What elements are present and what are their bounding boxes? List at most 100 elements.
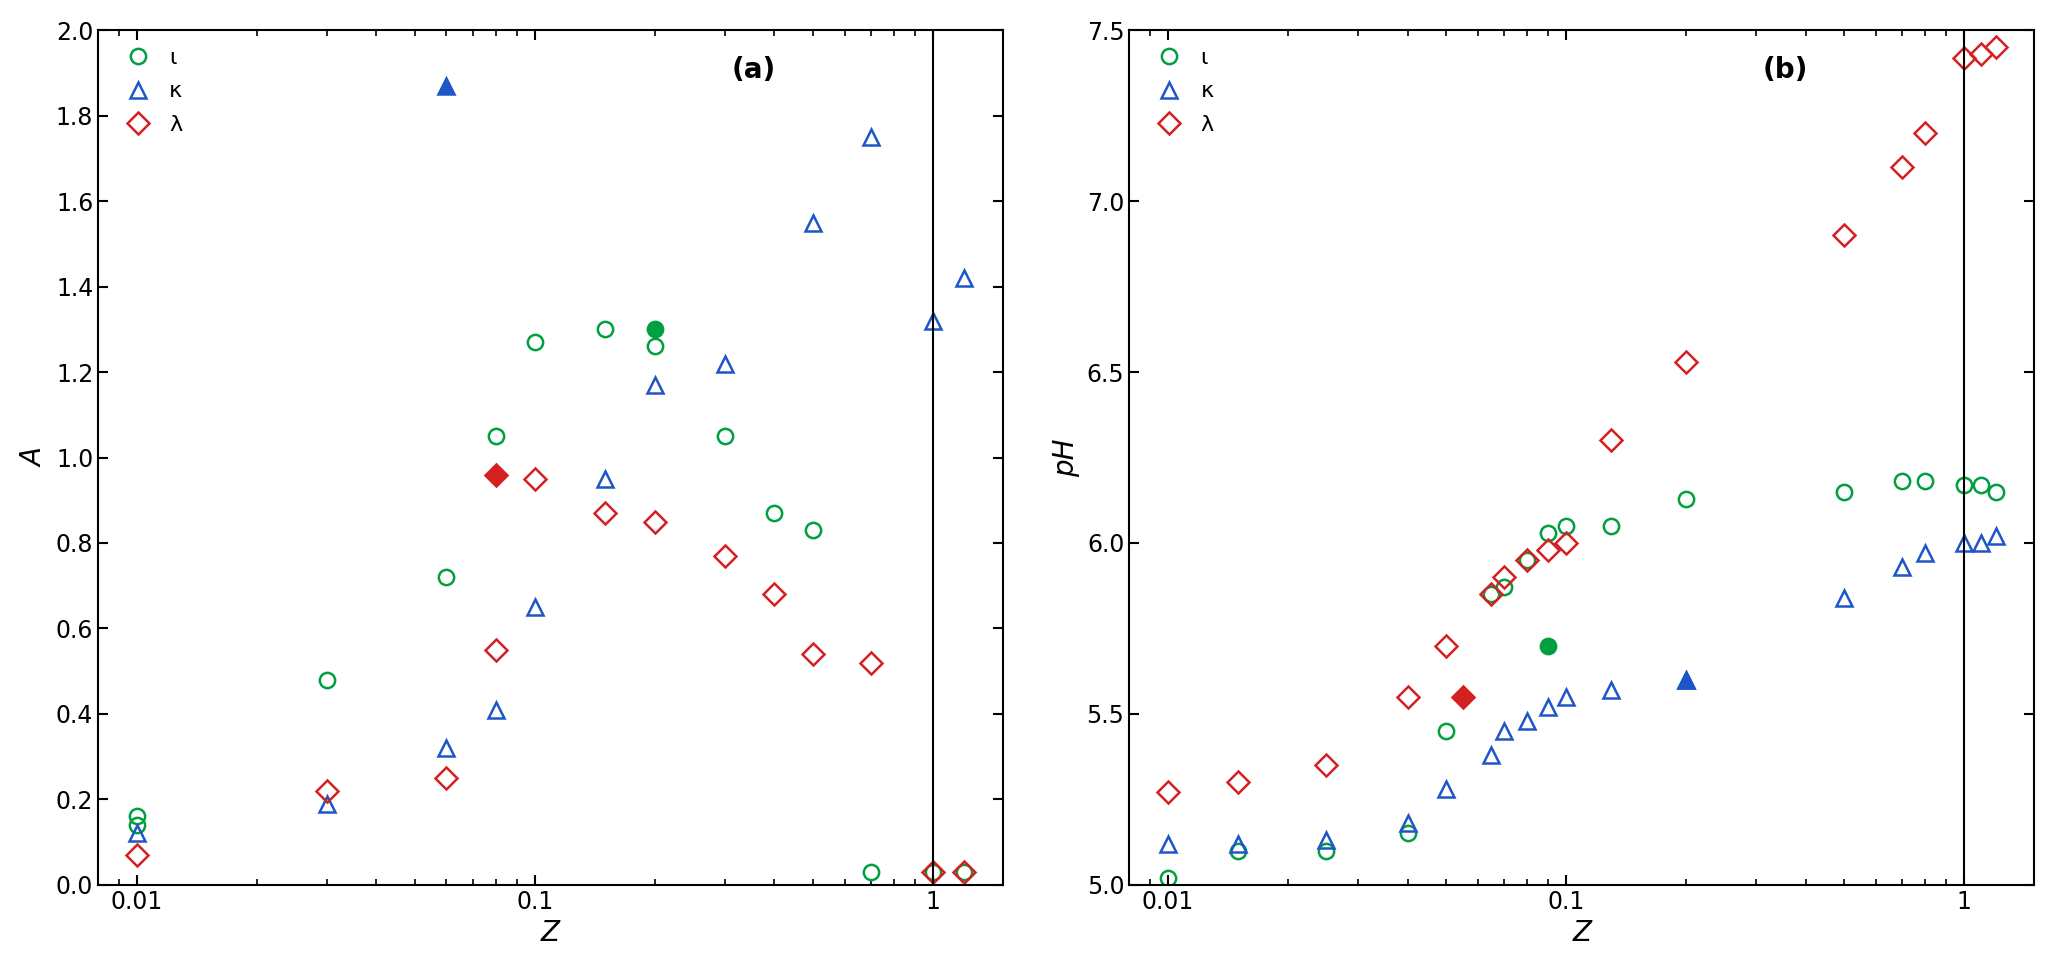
λ	[1952, 52, 1977, 64]
κ	[1913, 548, 1938, 560]
ι	[483, 431, 508, 442]
κ	[1395, 817, 1420, 829]
ι	[125, 819, 150, 831]
X-axis label: Z: Z	[1572, 920, 1591, 947]
ι	[522, 337, 547, 348]
ι	[1515, 555, 1539, 566]
κ	[643, 379, 668, 391]
κ	[1535, 701, 1560, 712]
λ	[1983, 42, 2008, 53]
λ	[1599, 435, 1623, 446]
κ	[314, 798, 339, 809]
λ	[434, 772, 458, 784]
κ	[1831, 591, 1856, 603]
Line: λ: λ	[129, 471, 972, 880]
Legend: ι, κ, λ: ι, κ, λ	[1141, 42, 1221, 141]
κ	[434, 742, 458, 754]
λ	[1480, 589, 1504, 600]
κ	[1983, 530, 2008, 542]
λ	[951, 866, 976, 878]
λ	[1492, 571, 1517, 583]
ι	[1480, 589, 1504, 600]
ι	[859, 866, 884, 878]
λ	[1673, 356, 1697, 368]
ι	[1831, 486, 1856, 498]
ι	[951, 866, 976, 878]
ι	[1535, 527, 1560, 538]
λ	[522, 473, 547, 485]
κ	[522, 601, 547, 613]
λ	[762, 589, 787, 600]
λ	[125, 849, 150, 861]
κ	[1599, 684, 1623, 696]
κ	[483, 704, 508, 715]
ι	[713, 431, 738, 442]
ι	[592, 323, 616, 335]
Text: (a): (a)	[732, 56, 777, 84]
λ	[921, 866, 945, 878]
λ	[314, 785, 339, 797]
ι	[1313, 845, 1338, 857]
Line: λ: λ	[1161, 40, 2004, 801]
κ	[1225, 838, 1249, 850]
Line: ι: ι	[1161, 473, 2004, 886]
ι	[125, 810, 150, 822]
λ	[1831, 229, 1856, 241]
ι	[643, 341, 668, 352]
κ	[1155, 838, 1180, 850]
Text: (b): (b)	[1763, 56, 1808, 84]
λ	[1155, 787, 1180, 799]
X-axis label: Z: Z	[540, 920, 561, 947]
ι	[434, 571, 458, 583]
κ	[1891, 561, 1915, 573]
ι	[762, 507, 787, 519]
Legend: ι, κ, λ: ι, κ, λ	[109, 42, 189, 141]
κ	[951, 272, 976, 284]
ι	[1952, 479, 1977, 491]
ι	[1913, 475, 1938, 487]
Line: ι: ι	[129, 321, 972, 880]
κ	[1313, 834, 1338, 846]
ι	[801, 525, 826, 536]
λ	[1515, 555, 1539, 566]
ι	[1395, 828, 1420, 839]
λ	[592, 507, 616, 519]
λ	[643, 516, 668, 528]
κ	[713, 358, 738, 370]
λ	[1434, 640, 1459, 651]
κ	[1952, 537, 1977, 549]
ι	[1983, 486, 2008, 498]
κ	[1492, 725, 1517, 737]
λ	[1969, 48, 1993, 60]
ι	[1673, 493, 1697, 504]
λ	[1535, 544, 1560, 556]
κ	[1969, 537, 1993, 549]
κ	[859, 132, 884, 143]
Line: κ: κ	[129, 130, 972, 841]
Line: κ: κ	[1161, 529, 2004, 852]
λ	[1225, 776, 1249, 788]
ι	[1492, 582, 1517, 593]
ι	[1891, 475, 1915, 487]
κ	[1434, 783, 1459, 795]
λ	[801, 649, 826, 660]
ι	[1225, 845, 1249, 857]
ι	[1434, 725, 1459, 737]
ι	[1969, 479, 1993, 491]
κ	[125, 828, 150, 839]
κ	[921, 315, 945, 326]
κ	[801, 217, 826, 228]
κ	[592, 473, 616, 485]
κ	[1515, 715, 1539, 727]
λ	[1913, 127, 1938, 138]
ι	[1554, 520, 1578, 531]
λ	[483, 644, 508, 655]
Y-axis label: A: A	[21, 448, 49, 467]
ι	[1155, 872, 1180, 884]
ι	[1599, 520, 1623, 531]
λ	[1554, 537, 1578, 549]
ι	[921, 866, 945, 878]
κ	[1673, 674, 1697, 685]
λ	[713, 550, 738, 561]
ι	[314, 674, 339, 685]
